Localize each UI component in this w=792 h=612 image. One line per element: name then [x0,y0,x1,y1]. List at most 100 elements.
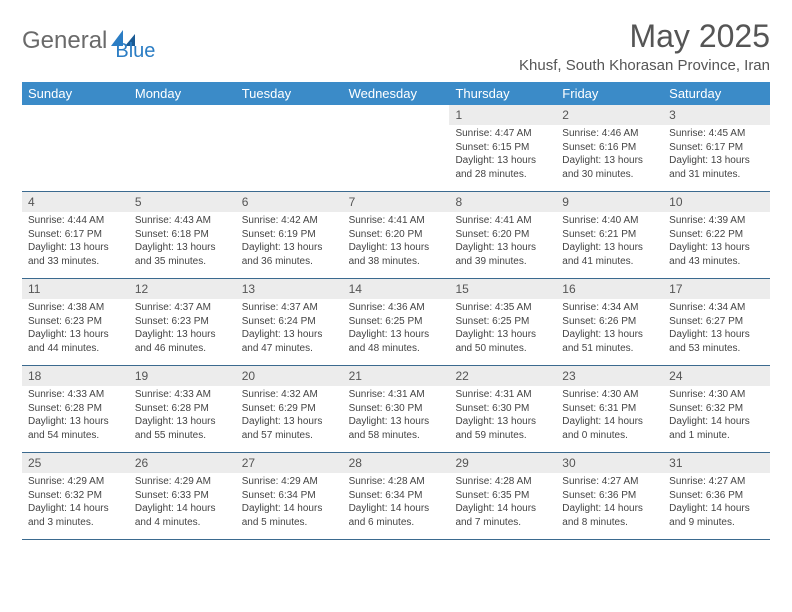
sunset-text: Sunset: 6:28 PM [28,402,123,416]
day-cell: 12Sunrise: 4:37 AMSunset: 6:23 PMDayligh… [129,279,236,365]
daylight-text: Daylight: 13 hours and 46 minutes. [135,328,230,355]
daylight-text: Daylight: 13 hours and 33 minutes. [28,241,123,268]
day-cell: 21Sunrise: 4:31 AMSunset: 6:30 PMDayligh… [343,366,450,452]
daylight-text: Daylight: 13 hours and 51 minutes. [562,328,657,355]
sunset-text: Sunset: 6:17 PM [669,141,764,155]
day-details: Sunrise: 4:29 AMSunset: 6:33 PMDaylight:… [129,473,236,533]
day-number: 10 [663,192,770,212]
day-cell [236,105,343,191]
day-number: 3 [663,105,770,125]
sunrise-text: Sunrise: 4:34 AM [669,301,764,315]
day-number: 29 [449,453,556,473]
day-details: Sunrise: 4:36 AMSunset: 6:25 PMDaylight:… [343,299,450,359]
day-details: Sunrise: 4:28 AMSunset: 6:34 PMDaylight:… [343,473,450,533]
day-cell: 31Sunrise: 4:27 AMSunset: 6:36 PMDayligh… [663,453,770,539]
sunrise-text: Sunrise: 4:29 AM [135,475,230,489]
day-details: Sunrise: 4:34 AMSunset: 6:27 PMDaylight:… [663,299,770,359]
day-details: Sunrise: 4:41 AMSunset: 6:20 PMDaylight:… [343,212,450,272]
day-cell: 28Sunrise: 4:28 AMSunset: 6:34 PMDayligh… [343,453,450,539]
daylight-text: Daylight: 13 hours and 30 minutes. [562,154,657,181]
day-details: Sunrise: 4:37 AMSunset: 6:23 PMDaylight:… [129,299,236,359]
day-details: Sunrise: 4:33 AMSunset: 6:28 PMDaylight:… [22,386,129,446]
day-number: 13 [236,279,343,299]
sunrise-text: Sunrise: 4:31 AM [349,388,444,402]
day-details: Sunrise: 4:41 AMSunset: 6:20 PMDaylight:… [449,212,556,272]
day-cell [343,105,450,191]
sunrise-text: Sunrise: 4:37 AM [242,301,337,315]
week-row: 18Sunrise: 4:33 AMSunset: 6:28 PMDayligh… [22,366,770,453]
daylight-text: Daylight: 13 hours and 38 minutes. [349,241,444,268]
week-row: 25Sunrise: 4:29 AMSunset: 6:32 PMDayligh… [22,453,770,540]
sunset-text: Sunset: 6:29 PM [242,402,337,416]
day-number: 11 [22,279,129,299]
day-cell: 10Sunrise: 4:39 AMSunset: 6:22 PMDayligh… [663,192,770,278]
day-details: Sunrise: 4:43 AMSunset: 6:18 PMDaylight:… [129,212,236,272]
page-header: General Blue May 2025 Khusf, South Khora… [22,18,770,74]
logo-text-blue: Blue [115,40,155,63]
day-number: 24 [663,366,770,386]
day-cell: 14Sunrise: 4:36 AMSunset: 6:25 PMDayligh… [343,279,450,365]
day-number: 20 [236,366,343,386]
daylight-text: Daylight: 13 hours and 39 minutes. [455,241,550,268]
weekday-header-row: SundayMondayTuesdayWednesdayThursdayFrid… [22,82,770,105]
day-cell: 18Sunrise: 4:33 AMSunset: 6:28 PMDayligh… [22,366,129,452]
day-cell: 30Sunrise: 4:27 AMSunset: 6:36 PMDayligh… [556,453,663,539]
weekday-header: Tuesday [236,82,343,105]
daylight-text: Daylight: 13 hours and 57 minutes. [242,415,337,442]
sunrise-text: Sunrise: 4:44 AM [28,214,123,228]
month-title: May 2025 [519,18,770,55]
daylight-text: Daylight: 13 hours and 36 minutes. [242,241,337,268]
day-cell: 25Sunrise: 4:29 AMSunset: 6:32 PMDayligh… [22,453,129,539]
sunrise-text: Sunrise: 4:42 AM [242,214,337,228]
daylight-text: Daylight: 14 hours and 7 minutes. [455,502,550,529]
day-details: Sunrise: 4:42 AMSunset: 6:19 PMDaylight:… [236,212,343,272]
sunrise-text: Sunrise: 4:32 AM [242,388,337,402]
logo-text-general: General [22,27,107,55]
day-number: 15 [449,279,556,299]
day-cell: 5Sunrise: 4:43 AMSunset: 6:18 PMDaylight… [129,192,236,278]
sunset-text: Sunset: 6:20 PM [349,228,444,242]
daylight-text: Daylight: 13 hours and 43 minutes. [669,241,764,268]
day-number: 2 [556,105,663,125]
sunset-text: Sunset: 6:28 PM [135,402,230,416]
sunrise-text: Sunrise: 4:31 AM [455,388,550,402]
day-number: 18 [22,366,129,386]
sunset-text: Sunset: 6:19 PM [242,228,337,242]
sunrise-text: Sunrise: 4:28 AM [455,475,550,489]
daylight-text: Daylight: 13 hours and 50 minutes. [455,328,550,355]
daylight-text: Daylight: 14 hours and 4 minutes. [135,502,230,529]
day-cell: 6Sunrise: 4:42 AMSunset: 6:19 PMDaylight… [236,192,343,278]
day-number [22,105,129,109]
sunset-text: Sunset: 6:21 PM [562,228,657,242]
day-cell [22,105,129,191]
daylight-text: Daylight: 13 hours and 41 minutes. [562,241,657,268]
sunrise-text: Sunrise: 4:43 AM [135,214,230,228]
sunrise-text: Sunrise: 4:45 AM [669,127,764,141]
day-details: Sunrise: 4:30 AMSunset: 6:31 PMDaylight:… [556,386,663,446]
sunrise-text: Sunrise: 4:33 AM [135,388,230,402]
day-cell: 29Sunrise: 4:28 AMSunset: 6:35 PMDayligh… [449,453,556,539]
daylight-text: Daylight: 13 hours and 53 minutes. [669,328,764,355]
location-subtitle: Khusf, South Khorasan Province, Iran [519,57,770,74]
day-details: Sunrise: 4:38 AMSunset: 6:23 PMDaylight:… [22,299,129,359]
sunrise-text: Sunrise: 4:28 AM [349,475,444,489]
day-cell: 13Sunrise: 4:37 AMSunset: 6:24 PMDayligh… [236,279,343,365]
day-cell: 17Sunrise: 4:34 AMSunset: 6:27 PMDayligh… [663,279,770,365]
day-details: Sunrise: 4:35 AMSunset: 6:25 PMDaylight:… [449,299,556,359]
day-details: Sunrise: 4:28 AMSunset: 6:35 PMDaylight:… [449,473,556,533]
day-cell: 3Sunrise: 4:45 AMSunset: 6:17 PMDaylight… [663,105,770,191]
day-cell: 9Sunrise: 4:40 AMSunset: 6:21 PMDaylight… [556,192,663,278]
sunrise-text: Sunrise: 4:46 AM [562,127,657,141]
daylight-text: Daylight: 14 hours and 1 minute. [669,415,764,442]
sunrise-text: Sunrise: 4:30 AM [669,388,764,402]
day-details: Sunrise: 4:40 AMSunset: 6:21 PMDaylight:… [556,212,663,272]
day-cell: 24Sunrise: 4:30 AMSunset: 6:32 PMDayligh… [663,366,770,452]
daylight-text: Daylight: 14 hours and 3 minutes. [28,502,123,529]
calendar-grid: SundayMondayTuesdayWednesdayThursdayFrid… [22,82,770,540]
day-number: 30 [556,453,663,473]
daylight-text: Daylight: 14 hours and 0 minutes. [562,415,657,442]
day-details: Sunrise: 4:29 AMSunset: 6:32 PMDaylight:… [22,473,129,533]
sunset-text: Sunset: 6:27 PM [669,315,764,329]
day-number: 26 [129,453,236,473]
weekday-header: Friday [556,82,663,105]
